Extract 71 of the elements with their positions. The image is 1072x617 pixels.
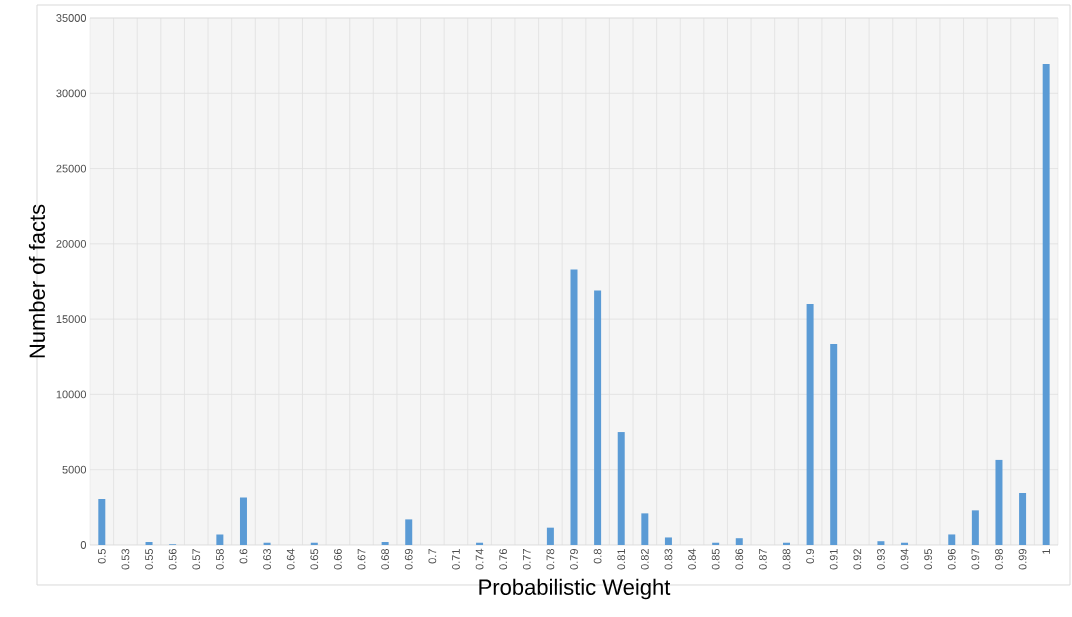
x-tick-label: 0.84 (688, 548, 696, 570)
x-tick-label: 0.98 (995, 549, 1003, 570)
x-tick-label: 0.91 (829, 549, 838, 570)
bar (145, 541, 153, 545)
x-tick-label: 0.74 (475, 548, 484, 570)
bar (98, 499, 106, 545)
y-axis-title: Number of facts (28, 204, 46, 358)
bar (381, 541, 389, 545)
bar (617, 432, 625, 545)
x-tick-label: 0.96 (947, 549, 956, 570)
x-tick-label: 0.55 (145, 548, 153, 570)
bar (806, 304, 814, 545)
x-tick-label: 0.86 (735, 549, 744, 570)
x-tick-label: 0.69 (404, 549, 413, 570)
x-tick-label: 0.77 (522, 549, 531, 570)
x-tick-label: 0.9 (806, 549, 814, 564)
x-tick-label: 0.53 (121, 549, 130, 570)
bar (641, 513, 649, 545)
y-tick-label: 0 (80, 541, 87, 549)
y-tick-label: 10000 (56, 390, 87, 399)
bar (877, 541, 885, 545)
x-tick-label: 0.85 (711, 548, 720, 570)
bar (216, 534, 224, 545)
x-tick-label: 0.78 (546, 549, 555, 570)
x-tick-label: 0.7 (428, 549, 437, 564)
x-tick-label: 0.88 (782, 549, 791, 570)
x-tick-label: 0.79 (570, 549, 578, 570)
x-tick-label: 0.94 (900, 548, 909, 570)
x-axis-title: Probabilistic Weight (479, 578, 671, 600)
x-tick-label: 0.93 (877, 549, 885, 570)
x-tick-label: 0.83 (664, 549, 673, 570)
x-tick-label: 0.58 (215, 549, 224, 570)
bar (546, 527, 554, 545)
bar (405, 519, 413, 545)
x-tick-label: 0.71 (452, 549, 460, 570)
x-tick-label: 0.81 (617, 549, 626, 570)
x-tick-label: 0.63 (263, 549, 271, 570)
x-tick-label: 0.95 (924, 548, 933, 570)
x-tick-label: 1 (1042, 549, 1050, 554)
x-tick-label: 0.68 (381, 549, 390, 570)
x-tick-label: 0.67 (357, 549, 366, 570)
x-tick-label: 0.6 (239, 549, 248, 564)
x-tick-label: 0.66 (334, 549, 342, 570)
bar (735, 538, 743, 545)
x-tick-label: 0.76 (499, 549, 508, 570)
y-tick-label: 15000 (56, 315, 87, 324)
x-tick-label: 0.87 (758, 549, 767, 570)
x-tick-label: 0.82 (640, 549, 649, 570)
x-tick-label: 0.64 (286, 548, 295, 570)
bar (948, 534, 956, 545)
x-tick-label: 0.92 (853, 549, 862, 570)
y-tick-label: 30000 (56, 89, 87, 98)
x-tick-label: 0.8 (593, 549, 602, 564)
x-tick-label: 0.5 (97, 548, 106, 564)
y-tick-label: 35000 (56, 14, 87, 22)
bar (594, 290, 602, 545)
bar (1019, 493, 1027, 545)
bar (239, 497, 247, 545)
x-tick-label: 0.57 (192, 549, 201, 570)
bar (830, 343, 838, 545)
y-tick-label: 5000 (62, 465, 87, 474)
y-tick-label: 25000 (56, 164, 87, 173)
x-tick-label: 0.56 (168, 549, 177, 570)
bar (664, 537, 672, 545)
x-tick-label: 0.99 (1018, 549, 1027, 570)
bar (570, 269, 578, 545)
x-tick-label: 0.65 (310, 548, 319, 570)
bar (971, 510, 979, 545)
x-tick-label: 0.97 (971, 549, 980, 570)
y-tick-label: 20000 (56, 239, 87, 248)
bar (995, 459, 1003, 545)
